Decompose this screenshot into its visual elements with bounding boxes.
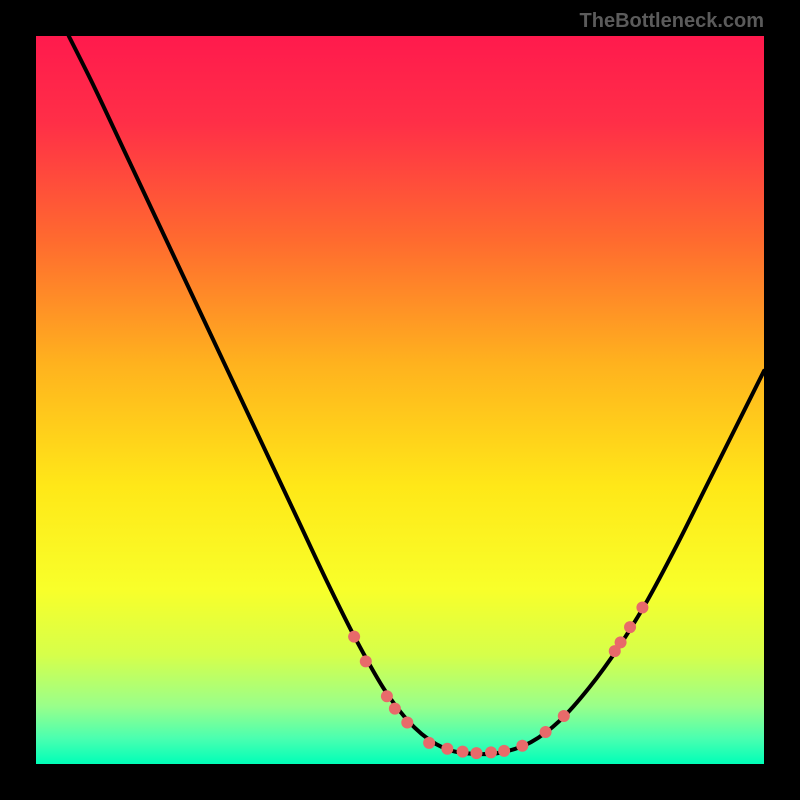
marker-point bbox=[516, 740, 528, 752]
marker-point bbox=[498, 745, 510, 757]
marker-point bbox=[470, 747, 482, 759]
marker-point bbox=[401, 717, 413, 729]
marker-point bbox=[540, 726, 552, 738]
marker-point bbox=[457, 746, 469, 758]
plot-area bbox=[36, 36, 764, 764]
marker-point bbox=[360, 655, 372, 667]
chart-container: TheBottleneck.com bbox=[0, 0, 800, 800]
marker-point bbox=[615, 636, 627, 648]
marker-point bbox=[558, 710, 570, 722]
gradient-bg bbox=[36, 36, 764, 764]
marker-point bbox=[624, 621, 636, 633]
marker-point bbox=[636, 601, 648, 613]
watermark-text: TheBottleneck.com bbox=[580, 10, 764, 33]
marker-point bbox=[381, 690, 393, 702]
marker-point bbox=[423, 737, 435, 749]
marker-point bbox=[485, 746, 497, 758]
chart-svg bbox=[36, 36, 764, 764]
marker-point bbox=[348, 631, 360, 643]
marker-point bbox=[389, 703, 401, 715]
marker-point bbox=[441, 743, 453, 755]
